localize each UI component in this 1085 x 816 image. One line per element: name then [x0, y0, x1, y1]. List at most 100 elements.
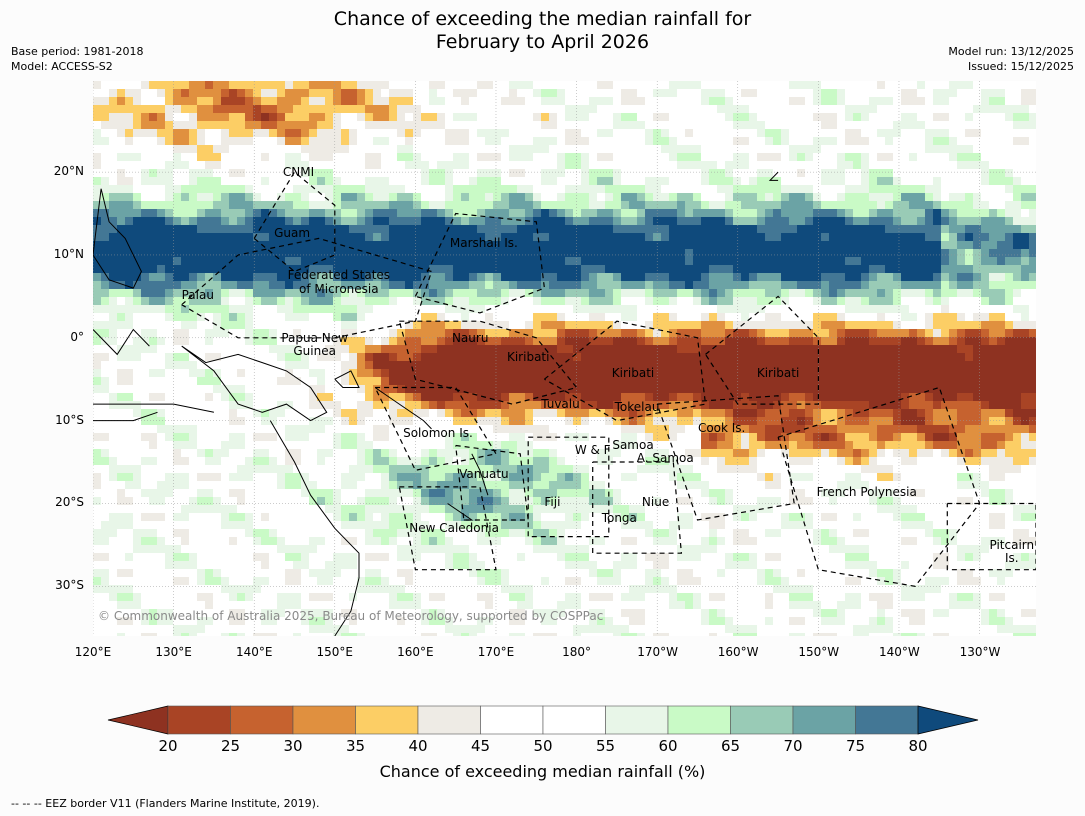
heatmap-cell	[229, 417, 238, 426]
heatmap-cell	[757, 81, 766, 90]
heatmap-cell	[285, 193, 294, 202]
heatmap-cell	[885, 209, 894, 218]
heatmap-cell	[741, 201, 750, 210]
heatmap-cell	[885, 265, 894, 274]
heatmap-cell	[117, 353, 126, 362]
heatmap-cell	[341, 113, 350, 122]
heatmap-cell	[997, 249, 1006, 258]
heatmap-cell	[365, 177, 374, 186]
heatmap-cell	[213, 321, 222, 330]
heatmap-cell	[117, 401, 126, 410]
heatmap-cell	[349, 313, 358, 322]
heatmap-cell	[605, 121, 614, 130]
heatmap-cell	[493, 361, 502, 370]
heatmap-cell	[501, 217, 510, 226]
heatmap-cell	[941, 233, 950, 242]
heatmap-cell	[477, 137, 486, 146]
heatmap-cell	[821, 393, 830, 402]
heatmap-cell	[685, 297, 694, 306]
heatmap-cell	[181, 137, 190, 146]
heatmap-cell	[725, 305, 734, 314]
heatmap-cell	[917, 377, 926, 386]
heatmap-cell	[957, 329, 966, 338]
heatmap-cell	[573, 313, 582, 322]
heatmap-cell	[469, 137, 478, 146]
heatmap-cell	[989, 377, 998, 386]
heatmap-cell	[205, 169, 214, 178]
heatmap-cell	[117, 241, 126, 250]
heatmap-cell	[605, 249, 614, 258]
heatmap-cell	[741, 377, 750, 386]
heatmap-cell	[837, 233, 846, 242]
heatmap-cell	[469, 249, 478, 258]
heatmap-cell	[477, 305, 486, 314]
heatmap-cell	[437, 281, 446, 290]
heatmap-cell	[933, 153, 942, 162]
heatmap-cell	[645, 297, 654, 306]
heatmap-cell	[173, 265, 182, 274]
heatmap-cell	[661, 321, 670, 330]
heatmap-cell	[173, 257, 182, 266]
heatmap-cell	[1005, 153, 1014, 162]
heatmap-cell	[309, 337, 318, 346]
heatmap-cell	[189, 241, 198, 250]
heatmap-cell	[533, 193, 542, 202]
heatmap-cell	[989, 145, 998, 154]
heatmap-cell	[789, 153, 798, 162]
heatmap-cell	[517, 81, 526, 90]
heatmap-cell	[309, 401, 318, 410]
heatmap-cell	[597, 377, 606, 386]
heatmap-cell	[885, 297, 894, 306]
heatmap-cell	[829, 361, 838, 370]
heatmap-cell	[309, 289, 318, 298]
heatmap-cell	[861, 217, 870, 226]
heatmap-cell	[941, 345, 950, 354]
heatmap-cell	[549, 169, 558, 178]
heatmap-cell	[661, 361, 670, 370]
heatmap-cell	[629, 193, 638, 202]
heatmap-cell	[133, 225, 142, 234]
heatmap-cell	[1021, 249, 1030, 258]
heatmap-cell	[797, 209, 806, 218]
heatmap-cell	[309, 233, 318, 242]
heatmap-cell	[573, 321, 582, 330]
heatmap-cell	[653, 297, 662, 306]
heatmap-cell	[477, 201, 486, 210]
heatmap-cell	[437, 233, 446, 242]
heatmap-cell	[749, 321, 758, 330]
heatmap-cell	[493, 401, 502, 410]
heatmap-cell	[637, 177, 646, 186]
heatmap-cell	[517, 337, 526, 346]
heatmap-cell	[989, 393, 998, 402]
heatmap-cell	[357, 329, 366, 338]
heatmap-cell	[813, 153, 822, 162]
heatmap-cell	[205, 329, 214, 338]
heatmap-cell	[685, 337, 694, 346]
heatmap-cell	[125, 321, 134, 330]
heatmap-cell	[709, 137, 718, 146]
heatmap-cell	[557, 137, 566, 146]
heatmap-cell	[605, 185, 614, 194]
heatmap-cell	[525, 385, 534, 394]
heatmap-cell	[573, 169, 582, 178]
heatmap-cell	[949, 377, 958, 386]
heatmap-cell	[317, 377, 326, 386]
heatmap-cell	[405, 177, 414, 186]
heatmap-cell	[669, 337, 678, 346]
heatmap-cell	[613, 297, 622, 306]
heatmap-cell	[101, 185, 110, 194]
heatmap-cell	[1013, 393, 1022, 402]
heatmap-cell	[925, 273, 934, 282]
heatmap-cell	[821, 177, 830, 186]
heatmap-cell	[653, 345, 662, 354]
heatmap-cell	[277, 321, 286, 330]
heatmap-cell	[429, 265, 438, 274]
heatmap-cell	[261, 89, 270, 98]
heatmap-cell	[597, 281, 606, 290]
heatmap-cell	[933, 145, 942, 154]
heatmap-cell	[293, 329, 302, 338]
heatmap-cell	[477, 393, 486, 402]
heatmap-cell	[125, 337, 134, 346]
heatmap-cell	[877, 409, 886, 418]
heatmap-cell	[773, 393, 782, 402]
